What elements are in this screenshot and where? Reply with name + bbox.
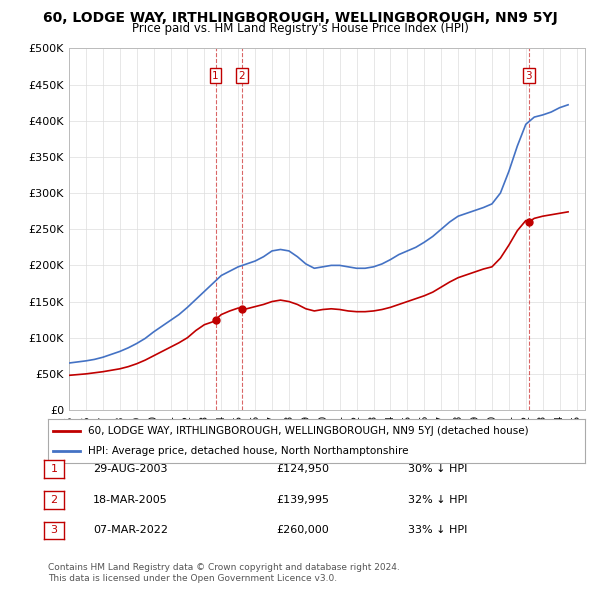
Text: £139,995: £139,995: [276, 495, 329, 504]
Text: 1: 1: [50, 464, 58, 474]
Text: 2: 2: [50, 495, 58, 504]
Text: 2: 2: [238, 71, 245, 81]
Text: 29-AUG-2003: 29-AUG-2003: [93, 464, 167, 474]
Text: £260,000: £260,000: [276, 526, 329, 535]
Text: 30% ↓ HPI: 30% ↓ HPI: [408, 464, 467, 474]
Text: 3: 3: [50, 526, 58, 535]
Text: 32% ↓ HPI: 32% ↓ HPI: [408, 495, 467, 504]
Text: Contains HM Land Registry data © Crown copyright and database right 2024.: Contains HM Land Registry data © Crown c…: [48, 563, 400, 572]
Text: 18-MAR-2005: 18-MAR-2005: [93, 495, 168, 504]
Text: 33% ↓ HPI: 33% ↓ HPI: [408, 526, 467, 535]
Text: Price paid vs. HM Land Registry's House Price Index (HPI): Price paid vs. HM Land Registry's House …: [131, 22, 469, 35]
Text: HPI: Average price, detached house, North Northamptonshire: HPI: Average price, detached house, Nort…: [88, 446, 409, 455]
Text: This data is licensed under the Open Government Licence v3.0.: This data is licensed under the Open Gov…: [48, 574, 337, 583]
Text: 60, LODGE WAY, IRTHLINGBOROUGH, WELLINGBOROUGH, NN9 5YJ: 60, LODGE WAY, IRTHLINGBOROUGH, WELLINGB…: [43, 11, 557, 25]
Text: 60, LODGE WAY, IRTHLINGBOROUGH, WELLINGBOROUGH, NN9 5YJ (detached house): 60, LODGE WAY, IRTHLINGBOROUGH, WELLINGB…: [88, 427, 529, 436]
Text: 1: 1: [212, 71, 219, 81]
Text: 3: 3: [526, 71, 532, 81]
Text: 07-MAR-2022: 07-MAR-2022: [93, 526, 168, 535]
Text: £124,950: £124,950: [276, 464, 329, 474]
